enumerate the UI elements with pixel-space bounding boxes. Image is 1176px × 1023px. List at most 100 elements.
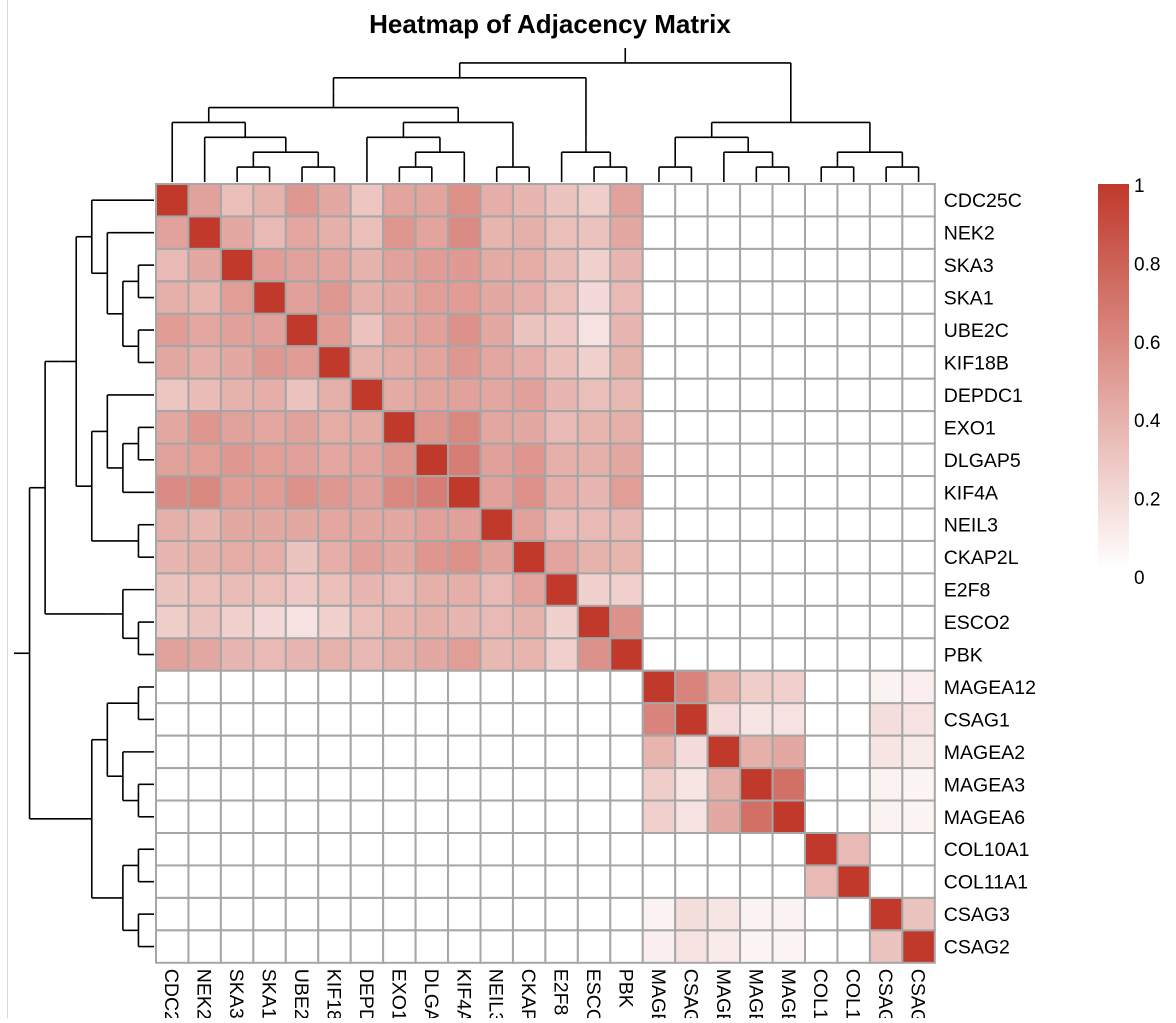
heatmap-cell [771, 702, 806, 737]
heatmap-cell [219, 702, 255, 737]
heatmap-cell [447, 669, 482, 705]
heatmap-cell [706, 572, 742, 607]
heatmap-cell [252, 410, 287, 445]
heatmap-cell [479, 377, 514, 413]
heatmap-cell [317, 832, 352, 867]
heatmap-cell [414, 442, 450, 478]
column-label: CSAG2 [907, 969, 929, 1018]
heatmap-cell [868, 864, 904, 899]
heatmap-cell [414, 247, 450, 283]
heatmap-cell [544, 475, 579, 510]
row-label: NEIL3 [944, 515, 998, 537]
heatmap-cell [414, 669, 450, 705]
heatmap-cell [901, 377, 936, 413]
heatmap-cell [804, 280, 839, 315]
heatmap-cell [674, 702, 709, 737]
heatmap-cell [771, 864, 806, 899]
heatmap-cell [349, 929, 385, 964]
heatmap-cell [252, 896, 287, 932]
heatmap-cell [219, 604, 255, 640]
heatmap-cell [544, 377, 579, 413]
heatmap-cell [511, 442, 547, 478]
heatmap-cell [739, 345, 774, 380]
column-label: MAGEA3 [744, 969, 766, 1018]
heatmap-cell [868, 799, 904, 834]
heatmap-cell [284, 832, 320, 867]
heatmap-cell [479, 572, 514, 607]
heatmap-cell [739, 442, 774, 478]
heatmap-cell [219, 507, 255, 542]
heatmap-cell [868, 345, 904, 380]
heatmap-cell [317, 864, 352, 899]
heatmap-cell [706, 799, 742, 834]
heatmap-cell [739, 377, 774, 413]
heatmap-cell [609, 896, 644, 932]
heatmap-cell [609, 247, 644, 283]
heatmap-cell [155, 832, 190, 867]
heatmap-cell [252, 183, 287, 218]
heatmap-cell [317, 345, 352, 380]
heatmap-cell [382, 507, 417, 542]
heatmap-cell [511, 637, 547, 672]
column-label: COL11A1 [842, 969, 864, 1018]
heatmap-cell [836, 539, 871, 575]
heatmap-cell [609, 799, 644, 834]
heatmap-cell [317, 539, 352, 575]
heatmap-cell [187, 864, 222, 899]
heatmap-cell [609, 832, 644, 867]
heatmap-cell [317, 734, 352, 770]
heatmap-cell [674, 312, 709, 348]
heatmap-cell [868, 637, 904, 672]
heatmap-cell [511, 604, 547, 640]
heatmap-cell [219, 442, 255, 478]
heatmap-cell [382, 799, 417, 834]
heatmap-cell [804, 702, 839, 737]
heatmap-cell [739, 832, 774, 867]
heatmap-cell [706, 247, 742, 283]
heatmap-cell [609, 864, 644, 899]
heatmap-cell [674, 767, 709, 802]
heatmap-cell [479, 507, 514, 542]
legend-tick-label: 0.2 [1134, 490, 1160, 511]
heatmap-cell [641, 864, 677, 899]
heatmap-cell [252, 572, 287, 607]
heatmap-cell [414, 215, 450, 250]
heatmap-cell [836, 280, 871, 315]
heatmap-cell [804, 734, 839, 770]
heatmap-cell [771, 799, 806, 834]
heatmap-cell [511, 475, 547, 510]
heatmap-cell [511, 280, 547, 315]
heatmap-cell [868, 604, 904, 640]
heatmap-cell [544, 669, 579, 705]
heatmap-cell [868, 312, 904, 348]
heatmap-cell [479, 475, 514, 510]
heatmap-cell [511, 539, 547, 575]
heatmap-cell [317, 929, 352, 964]
heatmap-cell [284, 475, 320, 510]
heatmap-cell [447, 572, 482, 607]
heatmap-cell [739, 539, 774, 575]
row-label: SKA3 [944, 255, 994, 277]
heatmap-cell [252, 669, 287, 705]
heatmap-cell [447, 734, 482, 770]
row-label: DLGAP5 [944, 450, 1021, 472]
legend-tick-label: 1 [1134, 176, 1145, 197]
heatmap-cell [771, 280, 806, 315]
heatmap-cell [382, 929, 417, 964]
heatmap-cell [804, 442, 839, 478]
heatmap-cell [414, 572, 450, 607]
heatmap-cell [349, 702, 385, 737]
heatmap-cell [187, 572, 222, 607]
heatmap-cell [317, 410, 352, 445]
legend-tick-label: 0 [1134, 568, 1145, 589]
heatmap-cell [641, 702, 677, 737]
heatmap-cell [706, 280, 742, 315]
heatmap-cell [609, 410, 644, 445]
heatmap-cell [641, 669, 677, 705]
heatmap-cell [804, 864, 839, 899]
heatmap-cell [609, 215, 644, 250]
heatmap-cell [836, 247, 871, 283]
heatmap-cell [349, 183, 385, 218]
heatmap-cell [836, 832, 871, 867]
heatmap-cell [739, 604, 774, 640]
